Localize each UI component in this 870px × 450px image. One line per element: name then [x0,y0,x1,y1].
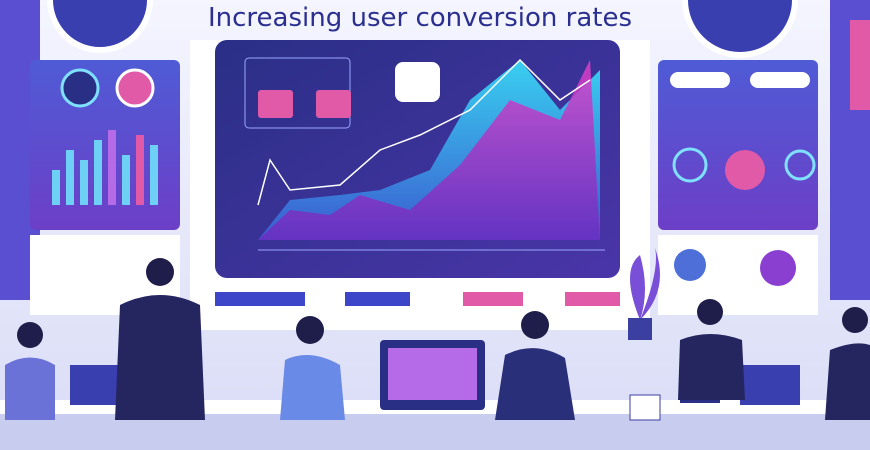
pie-graphic [674,249,706,281]
legend-pills [215,292,620,306]
laptop [70,365,125,405]
people [5,258,870,420]
side-panel [658,60,818,230]
laptop [740,365,800,405]
area-graphic [258,60,600,240]
bar-graphic [52,130,158,205]
icon [672,147,708,183]
pill [750,72,810,88]
inset-icon [258,90,293,118]
inset-icon [316,90,351,118]
gauge [682,0,798,58]
pill [670,72,730,88]
speech-bubble [395,62,440,102]
plant [628,248,660,340]
pie-graphic [760,250,796,286]
line-graphic [257,58,591,206]
icon [60,68,100,108]
title: Increasing user conversion rates [208,3,632,33]
icon [115,68,155,108]
icon [725,150,765,190]
cup [629,394,661,421]
icon [784,149,816,181]
gauge [47,0,153,53]
monitor-screen [388,348,477,400]
wall-panel [850,20,870,110]
